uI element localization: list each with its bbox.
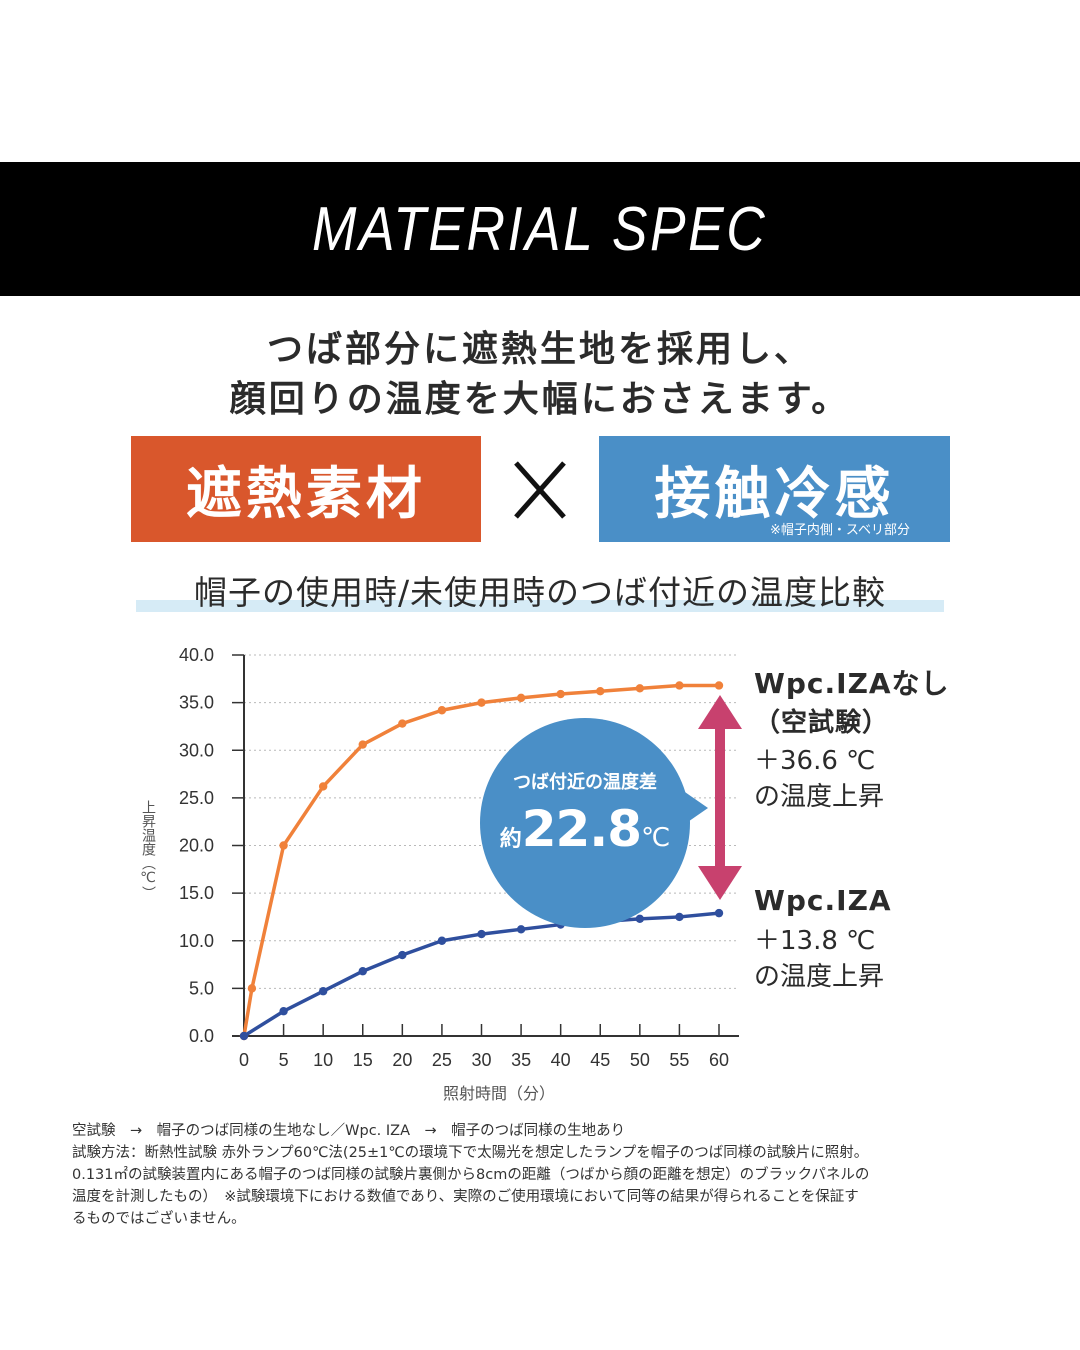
x-tick-label: 10 — [313, 1050, 333, 1070]
data-point — [247, 984, 257, 993]
footnote-line-1: 空試験 → 帽子のつば同様の生地なし／Wpc. IZA → 帽子のつば同様の生地… — [72, 1123, 626, 1139]
footnote-line-3: 0.131㎡の試験装置内にある帽子のつば同様の試験片裏側から8cmの距離（つばか… — [72, 1167, 870, 1183]
temperature-chart: 0.0 5.0 10.0 15.0 20.0 25.0 30.0 35.0 40.0 0 5 10 1… — [179, 645, 742, 1070]
difference-arrow-shaft — [715, 725, 725, 870]
x-tick-label: 25 — [432, 1050, 452, 1070]
data-point — [714, 908, 724, 918]
y-tick-label: 30.0 — [179, 740, 214, 760]
difference-label: つば付近の温度差 — [513, 772, 657, 793]
data-point — [239, 1031, 249, 1041]
data-point — [398, 719, 407, 728]
x-tick-label: 15 — [353, 1050, 373, 1070]
data-point — [675, 681, 684, 690]
footnote-line-2: 試験方法：断熱性試験 赤外ランプ60℃法(25±1℃の環境下で太陽光を想定したラ… — [72, 1145, 869, 1161]
y-tick-label: 5.0 — [189, 978, 214, 998]
difference-arrow-head-down — [698, 866, 742, 900]
data-point — [318, 987, 328, 996]
heat-shield-label: 遮熱素材 — [186, 461, 426, 527]
data-point — [437, 936, 447, 945]
series-control-sub: （空試験） — [754, 708, 890, 738]
data-point — [279, 1007, 288, 1016]
headline: つば部分に遮熱生地を採用し、 顔回りの温度を大幅におさえます。 — [0, 325, 1080, 425]
data-point — [675, 912, 684, 922]
series-control-rise: ＋36.6 ℃ — [754, 746, 876, 776]
difference-arrow-head-up — [698, 695, 742, 729]
y-tick-label: 20.0 — [179, 836, 214, 856]
subtitle-underline — [136, 600, 944, 612]
data-point — [477, 929, 486, 939]
y-tick-label: 35.0 — [179, 693, 214, 713]
y-tick-label: 10.0 — [179, 931, 214, 951]
x-tick-label: 30 — [471, 1050, 491, 1070]
x-tick-label: 0 — [239, 1050, 249, 1070]
data-point — [358, 740, 367, 749]
series-iza-rise: ＋13.8 ℃ — [754, 926, 876, 956]
x-tick-label: 35 — [511, 1050, 531, 1070]
series-control-name: Wpc.IZAなし — [754, 667, 950, 700]
y-tick-label: 40.0 — [179, 645, 214, 665]
headline-line-2: 顔回りの温度を大幅におさえます。 — [229, 379, 851, 420]
x-tick-label: 20 — [392, 1050, 412, 1070]
series-line-control — [242, 683, 719, 1037]
cool-touch-label: 接触冷感 — [654, 461, 895, 527]
series-iza-name: Wpc.IZA — [754, 884, 892, 917]
difference-prefix: 約 — [499, 827, 522, 852]
bubble-tail — [682, 790, 708, 826]
difference-number: 22.8 — [521, 800, 642, 858]
data-point — [279, 841, 288, 850]
cool-touch-box: 接触冷感 ※帽子内側・スベリ部分 — [599, 436, 950, 542]
multiply-icon — [514, 461, 566, 519]
data-point — [318, 782, 328, 791]
x-tick-label: 40 — [551, 1050, 571, 1070]
series-label-control: Wpc.IZAなし （空試験） ＋36.6 ℃ の温度上昇 — [754, 662, 950, 815]
cool-touch-note: ※帽子内側・スベリ部分 — [770, 523, 910, 538]
x-tick-label: 60 — [709, 1050, 729, 1070]
footnote: 空試験 → 帽子のつば同様の生地なし／Wpc. IZA → 帽子のつば同様の生地… — [72, 1120, 1012, 1230]
x-tick-label: 45 — [590, 1050, 610, 1070]
data-point — [516, 925, 526, 934]
data-point — [596, 686, 605, 696]
data-point — [714, 681, 724, 690]
heat-shield-box: 遮熱素材 — [131, 436, 481, 542]
footnote-line-5: るものではございません。 — [72, 1211, 246, 1227]
series-label-iza: Wpc.IZA ＋13.8 ℃ の温度上昇 — [754, 884, 892, 995]
y-tick-label: 0.0 — [189, 1026, 214, 1046]
banner-title: MATERIAL SPEC — [312, 194, 768, 264]
data-point — [516, 693, 526, 703]
x-axis-label: 照射時間（分） — [443, 1084, 556, 1103]
title-banner: MATERIAL SPEC — [0, 162, 1080, 296]
x-tick-label: 55 — [669, 1050, 689, 1070]
data-point — [635, 684, 645, 693]
x-tick-label: 50 — [630, 1050, 650, 1070]
footnote-line-4: 温度を計測したもの） ※試験環境下における数値であり、実際のご使用環境において同… — [72, 1189, 859, 1205]
data-point — [358, 967, 367, 976]
data-point — [477, 698, 486, 707]
data-point — [635, 914, 645, 924]
difference-value: 約22.8℃ — [480, 800, 690, 858]
headline-line-1: つば部分に遮熱生地を採用し、 — [266, 329, 813, 370]
y-tick-label: 15.0 — [179, 883, 214, 903]
series-iza-suffix: の温度上昇 — [754, 962, 885, 992]
data-point — [556, 689, 565, 699]
series-control-suffix: の温度上昇 — [754, 782, 885, 812]
chart-subtitle: 帽子の使用時/未使用時のつば付近の温度比較 — [193, 573, 887, 612]
difference-bubble: つば付近の温度差 約22.8℃ — [480, 718, 690, 928]
y-axis-label: 上昇温度（℃） — [140, 800, 156, 900]
x-tick-label: 5 — [279, 1050, 289, 1070]
data-point — [437, 706, 447, 715]
difference-unit: ℃ — [641, 823, 671, 853]
y-tick-label: 25.0 — [179, 788, 214, 808]
data-point — [398, 950, 407, 960]
